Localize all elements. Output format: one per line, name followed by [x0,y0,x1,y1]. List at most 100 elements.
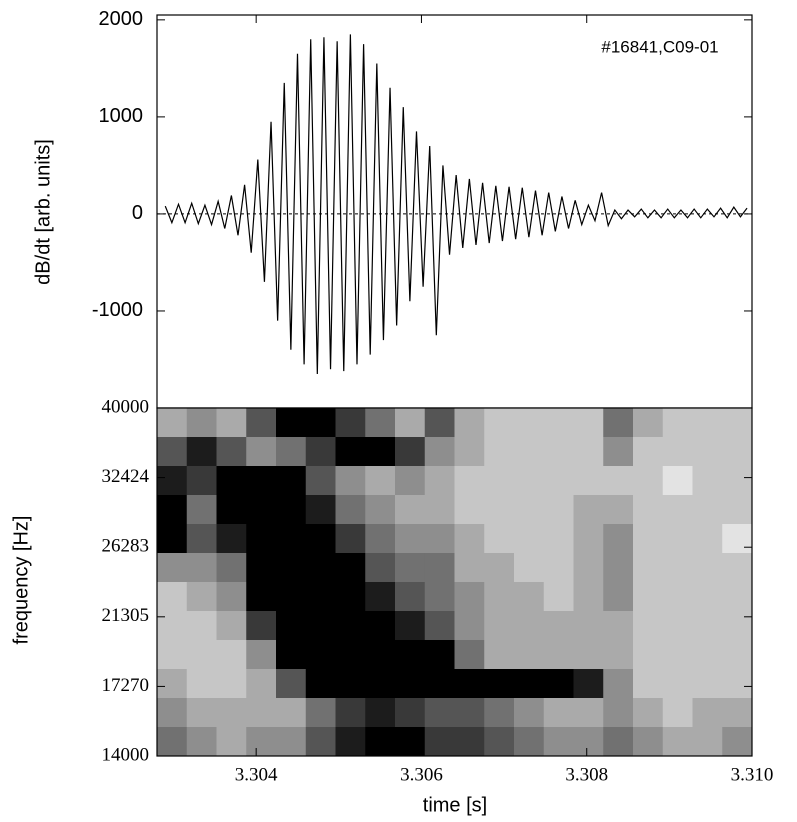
heat-cell [722,524,753,554]
heat-cell [633,582,664,612]
heat-cell [365,669,396,699]
heat-cell [424,466,455,496]
heat-cell [216,640,247,670]
heat-cell [692,698,723,728]
heat-cell [365,495,396,525]
heat-cell [722,466,753,496]
heat-cell [543,640,574,670]
heat-cell [514,669,545,699]
heat-cell [573,611,604,641]
heat-cell [186,553,217,583]
heat-cell [395,437,426,467]
heat-cell [603,582,634,612]
heat-cell [395,524,426,554]
heat-cell [216,437,247,467]
plot-frame [156,407,753,757]
heat-cell [246,727,277,757]
heat-cell [157,698,188,728]
heat-cell [305,698,336,728]
heat-cell [543,495,574,525]
heat-cell [186,524,217,554]
heat-cell [484,669,515,699]
heat-cell [216,582,247,612]
heat-cell [692,466,723,496]
heat-cell [186,495,217,525]
heat-cell [543,466,574,496]
heat-cell [603,524,634,554]
heat-cell [454,640,485,670]
heat-cell [186,727,217,757]
heat-cell [692,582,723,612]
heat-cell [395,727,426,757]
heat-cell [692,408,723,438]
y-tick-label: 40000 [102,396,150,417]
heat-cell [662,640,693,670]
heat-cell [543,553,574,583]
heat-cell [454,669,485,699]
heat-cell [692,727,723,757]
heat-cell [335,437,366,467]
x-tick-label: 3.308 [565,764,608,785]
heat-cell [722,408,753,438]
heat-cell [514,495,545,525]
heat-cell [246,698,277,728]
y-tick-label: 2000 [99,8,144,30]
heat-cell [454,698,485,728]
heat-cell [514,640,545,670]
heat-cell [514,611,545,641]
heat-cell [424,669,455,699]
heat-cell [365,582,396,612]
heat-cell [186,437,217,467]
heat-cell [335,582,366,612]
heat-cell [722,727,753,757]
heat-cell [484,553,515,583]
heat-cell [157,582,188,612]
heat-cell [573,524,604,554]
heat-cell [157,437,188,467]
y-tick-label: 32424 [102,466,150,487]
heat-cell [157,408,188,438]
heat-cell [365,640,396,670]
heat-cell [454,582,485,612]
heat-cell [335,466,366,496]
heat-cell [603,437,634,467]
heat-cell [662,466,693,496]
heat-cell [424,524,455,554]
heat-cell [543,611,574,641]
heat-cell [692,495,723,525]
heat-cell [276,582,307,612]
heat-cell [305,408,336,438]
heat-cell [186,669,217,699]
heat-cell [454,727,485,757]
heat-cell [335,611,366,641]
heat-cell [395,553,426,583]
heat-cell [424,408,455,438]
heat-cell [395,495,426,525]
heat-cell [424,640,455,670]
heat-cell [424,698,455,728]
heat-cell [276,553,307,583]
heat-cell [514,727,545,757]
heat-cell [246,408,277,438]
heat-cell [246,582,277,612]
heat-cell [484,495,515,525]
heat-cell [603,669,634,699]
heat-cell [484,640,515,670]
heat-cell [662,582,693,612]
heat-cell [276,495,307,525]
heat-cell [662,495,693,525]
heat-cell [216,669,247,699]
heat-cell [365,524,396,554]
heat-cell [692,640,723,670]
y-tick-label: 26283 [102,536,150,557]
heat-cell [454,466,485,496]
heat-cell [722,553,753,583]
heat-cell [276,727,307,757]
heat-cell [335,727,366,757]
heat-cell [305,582,336,612]
heat-cell [603,408,634,438]
y-tick-label: 17270 [102,675,150,696]
y-axis-label: frequency [Hz] [10,516,32,645]
heat-cell [216,495,247,525]
heat-cell [186,582,217,612]
